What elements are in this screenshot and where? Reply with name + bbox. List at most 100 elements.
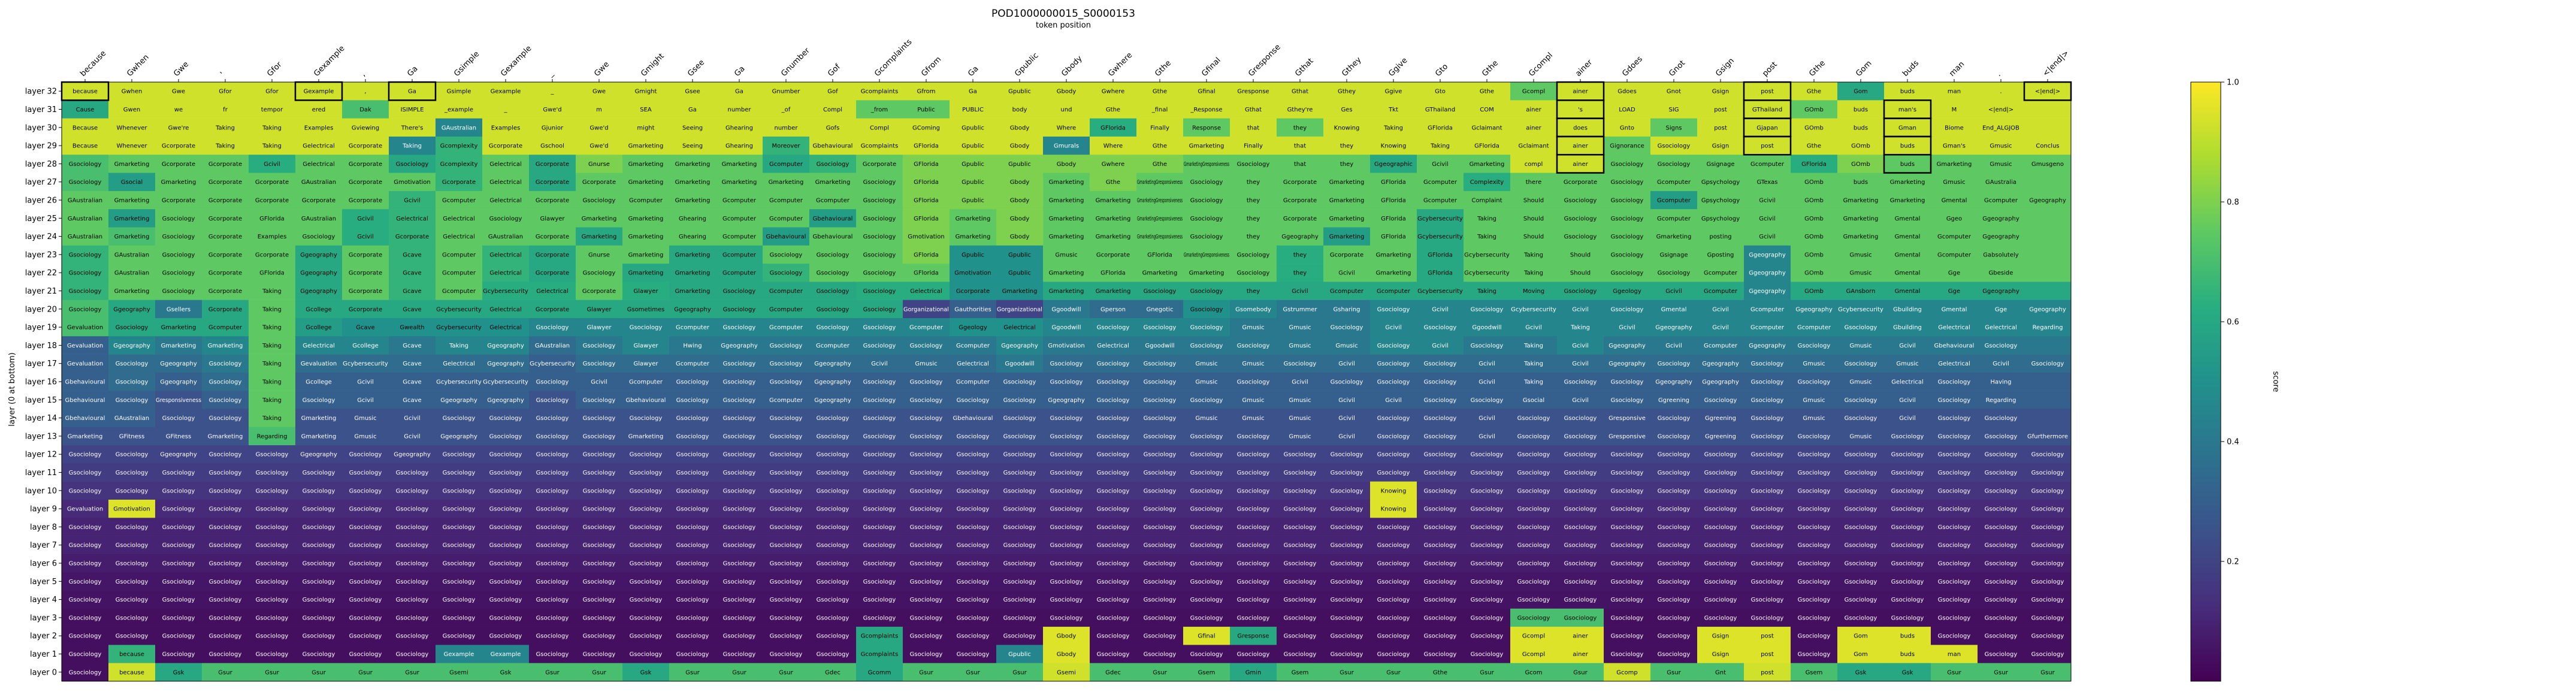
cell-token-label: Gsociology: [1284, 633, 1317, 640]
cell-token-label: Gmarketing: [956, 216, 991, 222]
cell-token-label: Public: [917, 107, 935, 113]
cell-token-label: Taking: [215, 125, 235, 131]
cell-token-label: Gsociology: [1471, 524, 1504, 531]
heatmap-cell: [1230, 227, 1277, 246]
cell-token-label: Taking: [1477, 216, 1496, 222]
heatmap-cell: [950, 191, 997, 210]
cell-token-label: Gsociology: [863, 379, 896, 386]
heatmap-cell: [1370, 209, 1417, 228]
cell-token-label: Gsociology: [1938, 597, 1971, 603]
cell-token-label: Whenever: [116, 125, 147, 131]
cell-token-label: Gmarketing: [1843, 216, 1879, 222]
cell-token-label: Gsociology: [676, 633, 709, 640]
cell-token-label: Gsociology: [1144, 506, 1177, 513]
heatmap-cell: [1323, 118, 1371, 137]
cell-token-label: Should: [1523, 216, 1544, 222]
cell-token-label: Gsociology: [957, 506, 990, 513]
cell-token-label: Ggeography: [2029, 306, 2066, 313]
cell-token-label: Gsociology: [723, 379, 756, 386]
cell-token-label: Gsociology: [1985, 542, 2018, 549]
heatmap-cell: [1791, 245, 1838, 264]
heatmap-cell: [1417, 82, 1464, 101]
cell-token-label: Gsur: [1386, 669, 1401, 676]
cell-token-label: Gsociology: [863, 488, 896, 494]
cell-token-label: Gsociology: [723, 542, 756, 549]
cell-token-label: Gmarketing: [114, 216, 150, 222]
cell-token-label: Gcivil: [1525, 325, 1542, 331]
y-tick-label: layer 2: [30, 632, 57, 641]
cell-token-label: Ggeography: [1702, 379, 1739, 386]
heatmap-cell: [669, 209, 716, 228]
heatmap-cell: [856, 264, 903, 282]
y-tick-label: layer 19: [25, 324, 57, 333]
cell-token-label: Gsociology: [1424, 361, 1457, 367]
cell-token-label: Gsociology: [1517, 597, 1550, 603]
cell-token-label: Gsociology: [1704, 542, 1737, 549]
colorbar-tick-label: 0.2: [2227, 558, 2239, 567]
heatmap-cell: [482, 82, 530, 101]
cell-token-label: Gnurse: [588, 252, 610, 258]
cell-token-label: Gsociology: [1237, 561, 1270, 567]
heatmap-cell: [295, 118, 343, 137]
cell-token-label: Gsociology: [723, 633, 756, 640]
heatmap-cell: [62, 245, 109, 264]
cell-token-label: Gsociology: [69, 579, 102, 585]
cell-token-label: Gsociology: [1097, 397, 1130, 404]
cell-token-label: Glawyer: [540, 216, 565, 222]
heatmap-cell: [1931, 209, 1978, 228]
cell-token-label: Gcomputer: [722, 252, 757, 258]
cell-token-label: Gsociology: [1658, 615, 1691, 621]
cell-token-label: Gsociology: [1564, 615, 1597, 621]
cell-token-label: Gsociology: [630, 488, 663, 494]
cell-token-label: Gsociology: [1564, 597, 1597, 603]
cell-token-label: Gom: [1854, 89, 1868, 95]
cell-token-label: Gcomputer: [629, 197, 663, 204]
cell-token-label: Ggeo: [1946, 216, 1962, 222]
heatmap-cell: [1417, 191, 1464, 210]
heatmap-cell: [342, 191, 389, 210]
cell-token-label: GOmb: [1804, 234, 1824, 240]
heatmap-cell: [1230, 82, 1277, 101]
cell-token-label: Gcorporate: [1330, 252, 1363, 258]
heatmap-cell: [1510, 155, 1558, 173]
cell-token-label: Gmarketing: [1470, 161, 1505, 168]
cell-token-label: Gnegotic: [1147, 306, 1174, 313]
heatmap-cell: [1323, 155, 1371, 173]
cell-token-label: Gbeside: [1989, 270, 2013, 277]
cell-token-label: Gsociology: [256, 488, 289, 494]
cell-token-label: Gsociology: [1845, 615, 1877, 621]
heatmap-cell: [856, 209, 903, 228]
heatmap-cell: [1510, 173, 1558, 192]
cell-token-label: Gsociology: [256, 470, 289, 476]
heatmap-cell: [669, 82, 716, 101]
heatmap-cell: [763, 118, 810, 137]
cell-token-label: Gmusic: [1849, 433, 1871, 440]
cell-token-label: Gsociology: [1424, 397, 1457, 404]
heatmap-cell: [1183, 209, 1230, 228]
cell-token-label: Gcom: [1525, 669, 1542, 676]
heatmap-cell: [2024, 100, 2072, 119]
cell-token-label: Gsociology: [1050, 361, 1083, 367]
cell-token-label: Gsociology: [1891, 433, 1924, 440]
colorbar: 0.20.40.60.81.0 score: [2190, 78, 2280, 682]
cell-token-label: Gcomputer: [816, 197, 850, 204]
cell-token-label: Gsociology: [303, 561, 335, 567]
cell-token-label: Gsee: [685, 89, 700, 95]
heatmap-cell: [763, 209, 810, 228]
cell-token-label: GFlorida: [914, 252, 939, 258]
cell-token-label: Gmusic: [1195, 361, 1217, 367]
y-tick-label: layer 23: [25, 250, 57, 259]
cell-token-label: GOmb: [1804, 125, 1824, 131]
heatmap-cell: [996, 173, 1044, 192]
cell-token-label: und: [1060, 107, 1072, 113]
cell-token-label: Gcave: [403, 252, 421, 258]
heatmap-cell: [342, 245, 389, 264]
cell-token-label: Gcybersecurity: [436, 306, 482, 313]
cell-token-label: Gsociology: [1003, 433, 1036, 440]
cell-token-label: Gcorporate: [162, 197, 195, 204]
cell-token-label: Knowing: [1381, 143, 1407, 150]
y-tick-label: layer 7: [30, 541, 57, 550]
cell-token-label: Gsociology: [863, 197, 896, 204]
cell-token-label: Gbody: [1057, 89, 1077, 95]
cell-token-label: Gexample: [444, 651, 474, 658]
